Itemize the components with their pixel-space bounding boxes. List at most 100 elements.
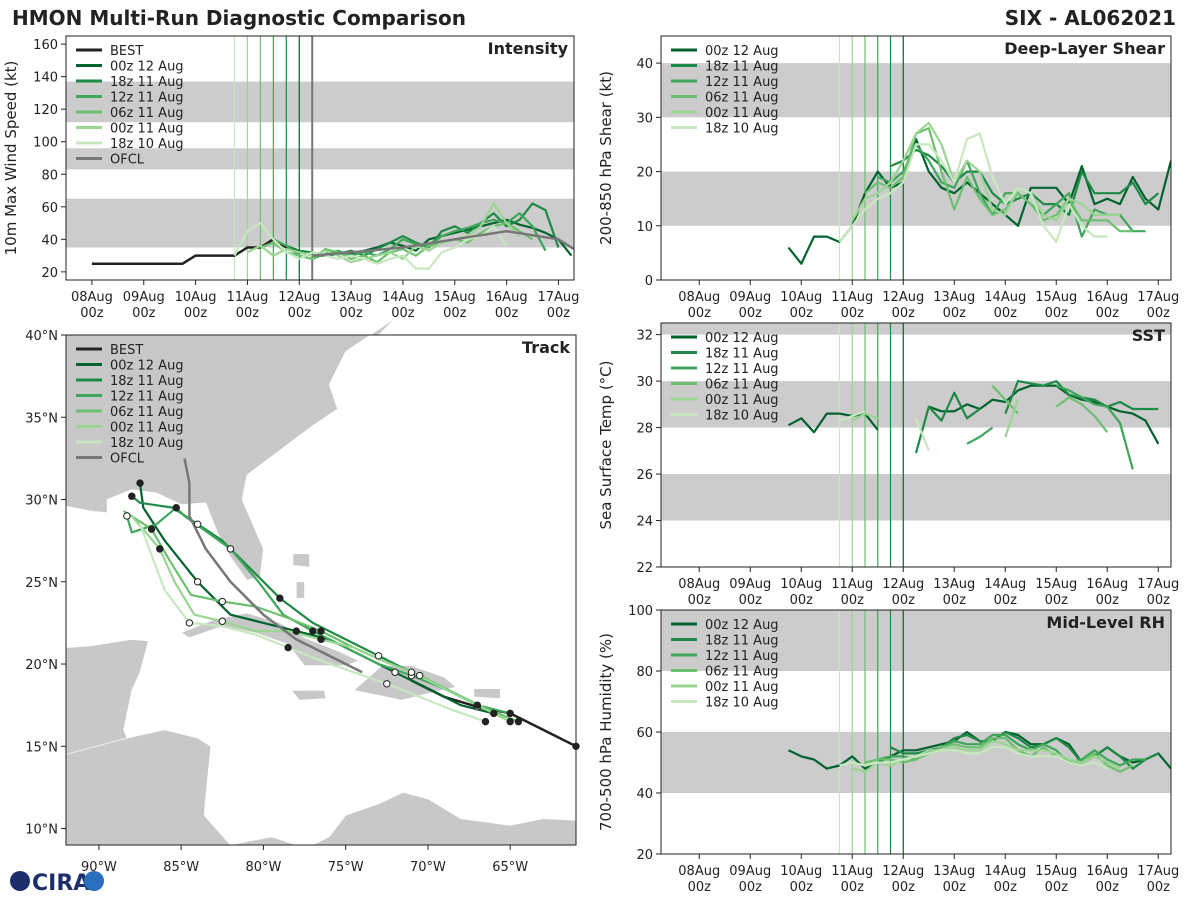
x-tick-label-hour: 00z xyxy=(391,306,415,321)
x-tick-label-day: 12Aug xyxy=(882,864,924,879)
track-position-dot xyxy=(317,627,325,635)
x-tick-label-hour: 00z xyxy=(994,880,1018,895)
track-position-dot xyxy=(128,492,136,500)
legend-label: BEST xyxy=(110,44,143,59)
y-tick-label: 24 xyxy=(636,515,653,530)
axes-frame xyxy=(65,334,577,846)
series-line-ofcl xyxy=(312,229,574,257)
logo-globe-icon xyxy=(10,871,30,891)
plot-area xyxy=(661,36,1171,280)
legend-label: 00z 12 Aug xyxy=(110,359,184,374)
x-tick-label-hour: 00z xyxy=(495,306,519,321)
y-tick-label: 40 xyxy=(41,233,58,248)
y-axis-label: 200-850 hPa Shear (kt) xyxy=(597,71,615,245)
x-tick-label-day: 14Aug xyxy=(984,577,1026,592)
x-tick-label-day: 17Aug xyxy=(537,290,579,305)
y-tick-label: 80 xyxy=(636,665,653,680)
x-tick-label-hour: 00z xyxy=(994,593,1018,608)
x-tick-label: 85°W xyxy=(163,860,199,875)
x-tick-label-hour: 00z xyxy=(80,306,104,321)
x-tick-label-hour: 00z xyxy=(994,306,1018,321)
legend-label: 06z 11 Aug xyxy=(705,91,779,106)
y-tick-label: 20 xyxy=(636,166,653,181)
x-tick-label-day: 15Aug xyxy=(1035,290,1077,305)
x-tick-label-hour: 00z xyxy=(1147,593,1171,608)
x-tick-label-day: 13Aug xyxy=(933,290,975,305)
series-line-06z-11-aug xyxy=(260,222,534,264)
y-tick-label: 100 xyxy=(33,136,58,151)
figure-title: HMON Multi-Run Diagnostic Comparison xyxy=(12,6,466,30)
y-tick-label: 120 xyxy=(33,103,58,118)
x-tick-label: 90°W xyxy=(81,860,117,875)
track-position-dot xyxy=(193,520,202,528)
x-tick-label-day: 17Aug xyxy=(1137,864,1179,879)
legend-label: 12z 11 Aug xyxy=(705,362,779,377)
y-tick-label: 35°N xyxy=(25,411,58,426)
track-position-dot xyxy=(506,709,514,718)
series-line-06z-11-aug xyxy=(864,736,1134,773)
track-position-dot xyxy=(374,652,383,660)
x-tick-label-day: 08Aug xyxy=(678,577,720,592)
x-tick-label-day: 13Aug xyxy=(933,577,975,592)
y-tick-label: 10°N xyxy=(25,823,58,838)
x-tick-label-day: 12Aug xyxy=(278,290,320,305)
x-tick-label-day: 14Aug xyxy=(984,864,1026,879)
legend-label: 00z 11 Aug xyxy=(705,680,779,695)
legend-label: 12z 11 Aug xyxy=(705,75,779,90)
y-axis-label: 10m Max Wind Speed (kt) xyxy=(2,61,20,256)
track-position-dot xyxy=(156,545,164,553)
x-tick-label-day: 08Aug xyxy=(71,290,113,305)
x-tick-label-day: 16Aug xyxy=(1086,577,1128,592)
y-tick-label: 60 xyxy=(41,201,58,216)
legend-label: 12z 11 Aug xyxy=(705,649,779,664)
x-tick-label-hour: 00z xyxy=(1147,306,1171,321)
x-tick-label-hour: 00z xyxy=(688,306,712,321)
x-tick-label-hour: 00z xyxy=(739,593,763,608)
track-position-dot xyxy=(193,578,202,586)
x-tick-label-day: 14Aug xyxy=(984,290,1026,305)
shaded-band xyxy=(661,63,1171,118)
x-tick-label-day: 13Aug xyxy=(933,864,975,879)
central-america-land xyxy=(65,729,297,846)
axes-frame xyxy=(660,35,1172,281)
x-tick-label-hour: 00z xyxy=(943,880,967,895)
track-position-dot xyxy=(136,479,144,487)
jamaica-land xyxy=(290,690,327,701)
x-tick-label-hour: 00z xyxy=(790,306,814,321)
shaded-band xyxy=(66,148,574,170)
x-tick-label-hour: 00z xyxy=(1045,306,1069,321)
x-tick-label-hour: 00z xyxy=(790,593,814,608)
plot-area xyxy=(66,36,574,280)
y-tick-label: 20 xyxy=(636,848,653,863)
shaded-band xyxy=(661,610,1171,671)
track-position-dot xyxy=(514,717,523,726)
legend-label: 00z 12 Aug xyxy=(705,44,779,59)
x-tick-label-hour: 00z xyxy=(1045,593,1069,608)
x-tick-label-hour: 00z xyxy=(739,880,763,895)
series-line-18z-11-aug xyxy=(890,148,1160,216)
legend-label: 06z 11 Aug xyxy=(110,405,184,420)
x-tick-label-day: 16Aug xyxy=(1086,864,1128,879)
legend-label: 00z 11 Aug xyxy=(110,421,184,436)
logo-text: CIRA xyxy=(32,871,90,896)
puerto-rico-land xyxy=(473,688,501,699)
track-position-dot xyxy=(276,594,284,602)
y-tick-label: 40 xyxy=(636,787,653,802)
legend-label: OFCL xyxy=(110,452,145,467)
x-tick-label-day: 11Aug xyxy=(831,577,873,592)
track-position-dot xyxy=(284,643,292,652)
legend-label: 18z 10 Aug xyxy=(705,696,779,711)
track-position-dot xyxy=(147,525,156,533)
legend-label: 00z 11 Aug xyxy=(705,106,779,121)
x-tick-label-day: 12Aug xyxy=(882,577,924,592)
y-axis-label: 700-500 hPa Humidity (%) xyxy=(597,633,615,831)
x-tick-label-day: 17Aug xyxy=(1137,577,1179,592)
track-position-dot xyxy=(218,597,226,606)
panel-sst: 22242628303208Aug00z09Aug00z10Aug00z11Au… xyxy=(597,322,1179,608)
x-tick-label-hour: 00z xyxy=(1147,880,1171,895)
legend-label: 18z 11 Aug xyxy=(705,347,779,362)
axes-frame xyxy=(65,35,575,281)
